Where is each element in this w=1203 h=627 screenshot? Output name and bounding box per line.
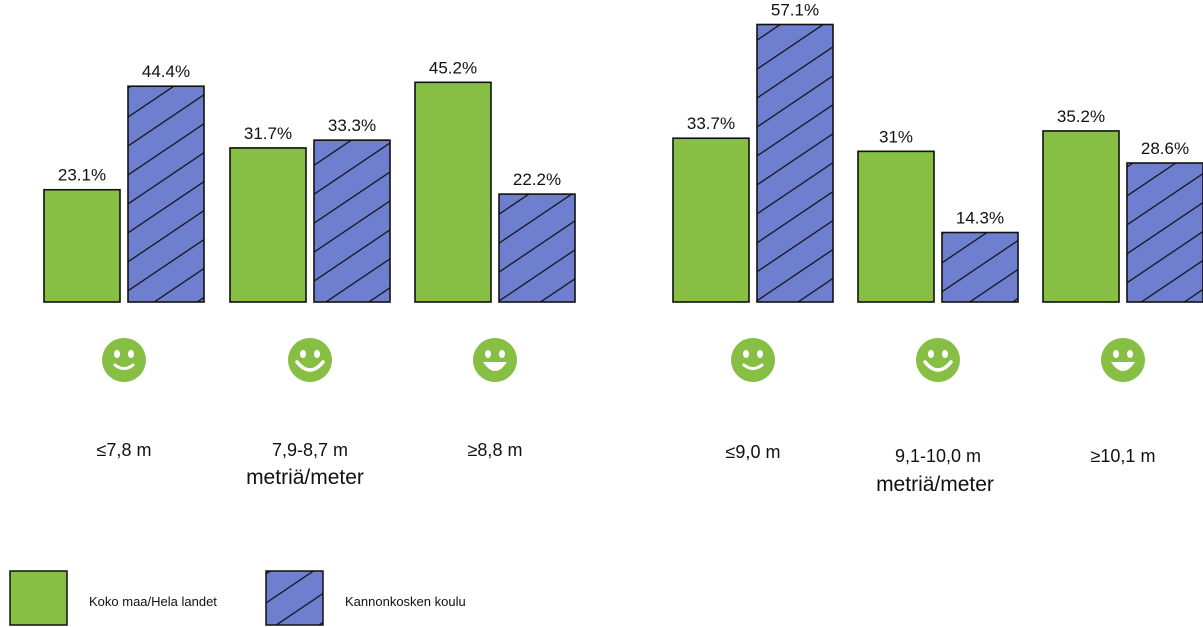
category-label-chart2-cat1: ≤9,0 m [726,442,781,462]
bar-chart2-series1-cat3 [1042,130,1120,303]
value-label-chart2-series2-cat2: 14.3% [956,209,1004,228]
value-labels-layer: 23.1% 44.4% 31.7% 33.3% 45.2% 22.2% 33.7% 57.1%… [58,0,1189,227]
value-label-chart2-series2-cat1: 57.1% [771,0,819,19]
smiley-face-icon-chart2-cat2 [916,338,960,382]
bar-chart1-series2-cat2 [313,139,391,303]
value-label-chart2-series1-cat3: 35.2% [1057,107,1105,126]
value-label-chart2-series1-cat2: 31% [879,127,913,146]
axis-label-chart1: metriä/meter [246,466,364,489]
smiley-face-icon-chart1-cat1 [102,338,146,382]
value-label-chart1-series2-cat1: 44.4% [142,62,190,81]
bar-chart2-series2-cat3 [1126,162,1203,303]
bar-chart2-series2-cat1 [756,23,834,303]
value-label-chart1-series1-cat3: 45.2% [429,58,477,77]
bar-chart1-series2-cat3 [498,193,576,303]
category-label-chart1-cat2: 7,9-8,7 m [272,440,348,460]
icons-layer [102,338,1145,382]
category-label-chart1-cat3: ≥8,8 m [468,440,523,460]
axis-label-chart2: metriä/meter [876,473,994,496]
category-label-chart2-cat2: 9,1-10,0 m [895,446,981,466]
category-label-chart1-cat1: ≤7,8 m [97,440,152,460]
smiley-face-icon-chart1-cat2 [288,338,332,382]
value-label-chart1-series1-cat1: 23.1% [58,166,106,185]
legend-swatch-series2 [265,570,324,626]
category-label-chart2-cat3: ≥10,1 m [1091,446,1156,466]
value-label-chart2-series1-cat1: 33.7% [687,114,735,133]
legend-swatch-series1 [9,570,68,626]
legend-label-series2: Kannonkosken koulu [345,594,466,609]
value-label-chart1-series1-cat2: 31.7% [244,124,292,143]
value-label-chart1-series2-cat2: 33.3% [328,116,376,135]
category-labels-layer: ≤7,8 m 7,9-8,7 m ≥8,8 m metriä/meter ≤9,0 m 9… [97,440,1156,496]
legend-label-series1: Koko maa/Hela landet [89,594,217,609]
bar-chart2-series2-cat2 [941,231,1019,303]
bar-chart1-series1-cat3 [414,81,492,303]
bar-chart1-series2-cat1 [127,85,205,303]
value-label-chart1-series2-cat3: 22.2% [513,170,561,189]
bar-chart2-series1-cat1 [672,137,750,303]
smiley-face-icon-chart2-cat1 [731,338,775,382]
bar-chart1-series1-cat1 [43,188,121,303]
smiley-face-icon-chart2-cat3 [1101,338,1145,382]
bar-chart1-series1-cat2 [229,147,307,303]
value-label-chart2-series2-cat3: 28.6% [1141,139,1189,158]
bars-layer [43,23,1203,303]
legend: Koko maa/Hela landet Kannonkosken koulu [9,570,466,626]
smiley-face-icon-chart1-cat3 [473,338,517,382]
bar-chart2-series1-cat2 [857,150,935,303]
